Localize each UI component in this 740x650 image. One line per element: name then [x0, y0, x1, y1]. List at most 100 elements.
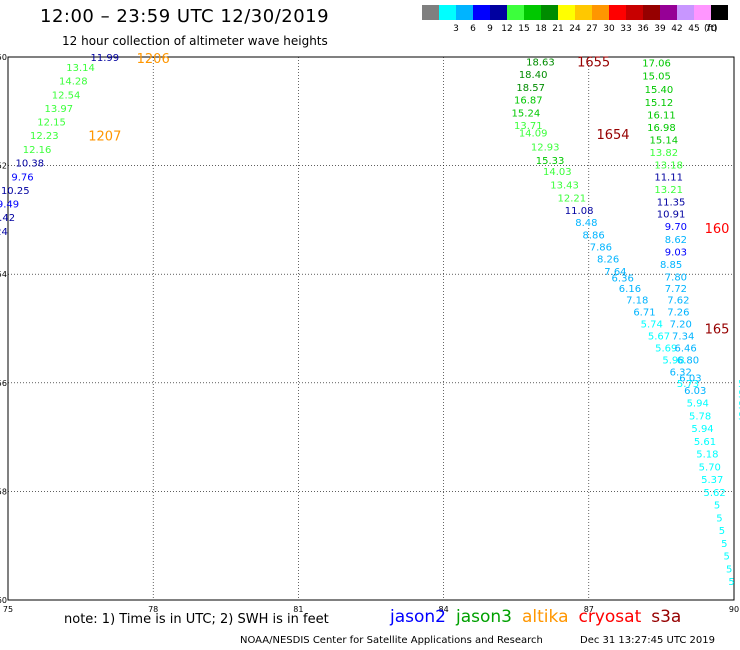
- satellite-name: jason2: [390, 607, 446, 627]
- wave-height-value: 5: [726, 565, 732, 576]
- wave-height-value: 12.54: [52, 90, 81, 101]
- wave-height-value: 5: [714, 500, 720, 511]
- wave-height-value: 10.38: [15, 158, 44, 169]
- wave-height-value: 15.40: [645, 85, 674, 96]
- wave-height-value: 10.91: [657, 209, 686, 220]
- wave-height-value: 10.24: [0, 227, 8, 238]
- wave-height-value: 8.26: [597, 254, 619, 265]
- wave-height-value: 8.86: [583, 231, 605, 242]
- wave-height-value: 10.25: [1, 186, 30, 197]
- legend-swatch: [609, 5, 626, 20]
- wave-height-value: 13.82: [649, 148, 678, 159]
- wave-height-value: 18.57: [516, 83, 545, 94]
- wave-height-value: 15.24: [512, 108, 541, 119]
- wave-height-value: 12.16: [23, 145, 52, 156]
- legend-swatch: [711, 5, 728, 20]
- legend-label: 21: [552, 24, 564, 34]
- legend-label: 15: [518, 24, 530, 34]
- wave-height-value: 5.67: [648, 332, 670, 343]
- legend-swatch: [558, 5, 575, 20]
- wave-height-value: 6.16: [619, 284, 641, 295]
- wave-height-value: 5: [721, 539, 727, 550]
- wave-height-value: 5: [724, 551, 730, 562]
- legend-swatch: [524, 5, 541, 20]
- wave-height-value: 5: [719, 526, 725, 537]
- wave-height-value: 17.06: [642, 58, 671, 69]
- satellite-legend: jason2 jason3 altika cryosat s3a: [390, 607, 691, 627]
- wave-height-value: 6.46: [674, 344, 696, 355]
- wave-height-value: 7.72: [665, 284, 687, 295]
- legend-swatch: [575, 5, 592, 20]
- pass-time-label: 1655: [577, 55, 610, 70]
- credit-line: NOAA/NESDIS Center for Satellite Applica…: [240, 635, 543, 646]
- wave-height-value: 5: [738, 401, 740, 412]
- wave-height-value: 9.03: [665, 247, 687, 258]
- wave-height-value: 14.09: [519, 128, 548, 139]
- axis-tick-labels: 75 78 81 84 87 90 -50 -52 -54 -56 -58 -60: [0, 53, 739, 614]
- legend-label: 45: [688, 24, 700, 34]
- wave-height-value: 13.71: [514, 121, 543, 132]
- wave-height-value: 7.86: [590, 243, 612, 254]
- generation-timestamp: Dec 31 13:27:45 UTC 2019: [580, 635, 715, 646]
- legend-label: 36: [637, 24, 649, 34]
- lat-tick-label: -52: [0, 162, 7, 171]
- lat-tick-label: -54: [0, 270, 7, 279]
- wave-height-value: 18.40: [519, 70, 548, 81]
- wave-height-value: 8.85: [660, 260, 682, 271]
- legend-swatch: [660, 5, 677, 20]
- legend-swatch: [507, 5, 524, 20]
- lon-tick-label: 78: [148, 605, 158, 614]
- wave-height-value: 5: [716, 513, 722, 524]
- legend-label: 24: [569, 24, 581, 34]
- lat-tick-label: -56: [0, 379, 7, 388]
- legend-label: 70: [705, 24, 717, 34]
- wave-height-value: 11.11: [654, 172, 683, 183]
- pass-time-label: 165: [705, 323, 730, 338]
- legend-swatch: [677, 5, 694, 20]
- wave-height-value: 7.62: [667, 296, 689, 307]
- legend-label: 27: [586, 24, 598, 34]
- legend-label: 39: [654, 24, 666, 34]
- pass-time-label: 1206: [137, 52, 170, 67]
- lat-tick-label: -58: [0, 487, 7, 496]
- wave-height-value: 5: [728, 577, 734, 588]
- wave-height-value: 10.42: [0, 213, 15, 224]
- wave-height-value: 11.99: [90, 53, 119, 64]
- wave-height-value: 15.05: [642, 71, 671, 82]
- wave-height-value: 5.94: [691, 424, 713, 435]
- legend-swatch: [626, 5, 643, 20]
- map-frame: [7, 56, 735, 601]
- pass-time-label: 1207: [88, 130, 121, 145]
- legend-swatch: [473, 5, 490, 20]
- wave-height-value: 7.34: [672, 332, 694, 343]
- legend-swatch: [456, 5, 473, 20]
- wave-height-value: 5: [738, 379, 740, 390]
- wave-height-value: 15.12: [645, 98, 674, 109]
- wave-height-value: 7.20: [670, 320, 692, 331]
- wave-height-value: 15.33: [536, 156, 565, 167]
- satellite-name: altika: [522, 607, 569, 627]
- wave-height-value: 12.15: [37, 118, 66, 129]
- wave-height-value: 6.32: [670, 367, 692, 378]
- wave-height-value: 13.18: [654, 161, 683, 172]
- wave-height-value: 6.03: [684, 386, 706, 397]
- lon-tick-label: 81: [293, 605, 303, 614]
- legend-label: 12: [501, 24, 513, 34]
- wave-height-value: 5.62: [704, 488, 726, 499]
- wave-height-value: 16.98: [647, 123, 676, 134]
- wave-height-value: 9.76: [11, 172, 33, 183]
- legend-swatch: [541, 5, 558, 20]
- wave-height-value: 5.61: [694, 437, 716, 448]
- wave-height-value: 7.64: [604, 267, 626, 278]
- legend-swatch: [592, 5, 609, 20]
- wave-height-value: 18.63: [526, 57, 555, 68]
- pass-time-label: 160: [705, 222, 730, 237]
- lon-tick-label: 90: [729, 605, 739, 614]
- wave-height-value: 6.80: [677, 355, 699, 366]
- wave-height-value: 9.70: [665, 222, 687, 233]
- wave-height-value: 6.36: [612, 273, 634, 284]
- satellite-name: cryosat: [578, 607, 642, 627]
- lat-tick-label: -60: [0, 596, 7, 605]
- legend-label: 9: [487, 24, 493, 34]
